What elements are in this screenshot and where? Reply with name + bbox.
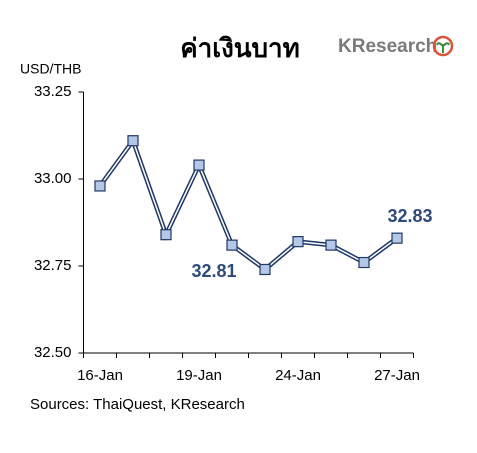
x-tick-label: 16-Jan xyxy=(77,367,123,384)
marker xyxy=(127,135,139,147)
y-tick-label: 33.25 xyxy=(34,83,72,100)
series-line xyxy=(99,139,398,271)
marker xyxy=(358,256,370,269)
marker xyxy=(94,180,106,192)
marker xyxy=(259,263,271,276)
marker xyxy=(391,232,403,244)
y-tick-label: 32.50 xyxy=(34,344,72,361)
logo: KResearch xyxy=(338,36,437,57)
logo-icon xyxy=(432,35,454,57)
logo-leaf xyxy=(436,42,450,53)
y-tick-label: 32.75 xyxy=(34,257,72,274)
marker xyxy=(325,239,337,251)
marker xyxy=(193,159,205,171)
data-label: 32.83 xyxy=(387,206,432,226)
x-tick-label: 27-Jan xyxy=(374,367,420,384)
y-axis-label: USD/THB xyxy=(20,61,81,77)
marker xyxy=(226,239,238,251)
marker xyxy=(160,229,172,241)
chart-title: ค่าเงินบาท xyxy=(180,33,300,63)
x-tick-label: 24-Jan xyxy=(275,367,321,384)
x-tick-label: 19-Jan xyxy=(176,367,222,384)
line-outline xyxy=(98,135,399,273)
source: Sources: ThaiQuest, KResearch xyxy=(30,396,245,413)
marker xyxy=(292,236,304,248)
y-tick-label: 33.00 xyxy=(34,170,72,187)
data-label: 32.81 xyxy=(191,261,236,281)
